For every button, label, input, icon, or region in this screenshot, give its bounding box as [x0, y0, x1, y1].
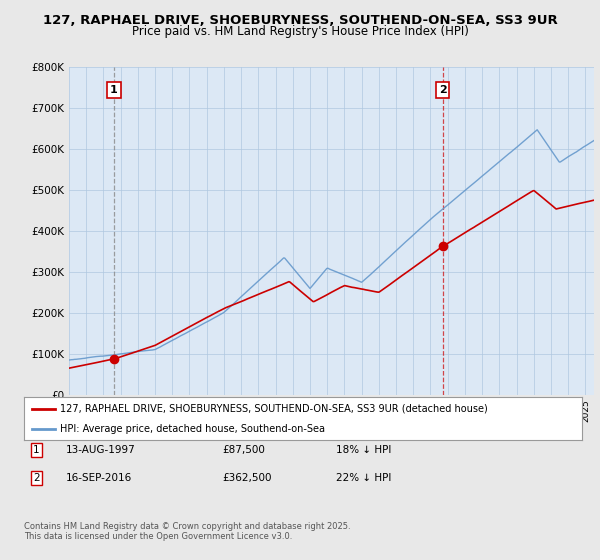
Text: 127, RAPHAEL DRIVE, SHOEBURYNESS, SOUTHEND-ON-SEA, SS3 9UR: 127, RAPHAEL DRIVE, SHOEBURYNESS, SOUTHE… [43, 14, 557, 27]
Text: 16-SEP-2016: 16-SEP-2016 [66, 473, 132, 483]
Text: Price paid vs. HM Land Registry's House Price Index (HPI): Price paid vs. HM Land Registry's House … [131, 25, 469, 38]
Text: 13-AUG-1997: 13-AUG-1997 [66, 445, 136, 455]
Text: 1: 1 [33, 445, 40, 455]
Text: £87,500: £87,500 [222, 445, 265, 455]
Text: 127, RAPHAEL DRIVE, SHOEBURYNESS, SOUTHEND-ON-SEA, SS3 9UR (detached house): 127, RAPHAEL DRIVE, SHOEBURYNESS, SOUTHE… [60, 404, 488, 413]
Text: £362,500: £362,500 [222, 473, 271, 483]
Text: 1: 1 [110, 85, 118, 95]
Text: 2: 2 [439, 85, 446, 95]
Text: 2: 2 [33, 473, 40, 483]
Text: HPI: Average price, detached house, Southend-on-Sea: HPI: Average price, detached house, Sout… [60, 423, 325, 433]
Text: 22% ↓ HPI: 22% ↓ HPI [336, 473, 391, 483]
Text: Contains HM Land Registry data © Crown copyright and database right 2025.
This d: Contains HM Land Registry data © Crown c… [24, 522, 350, 542]
Text: 18% ↓ HPI: 18% ↓ HPI [336, 445, 391, 455]
